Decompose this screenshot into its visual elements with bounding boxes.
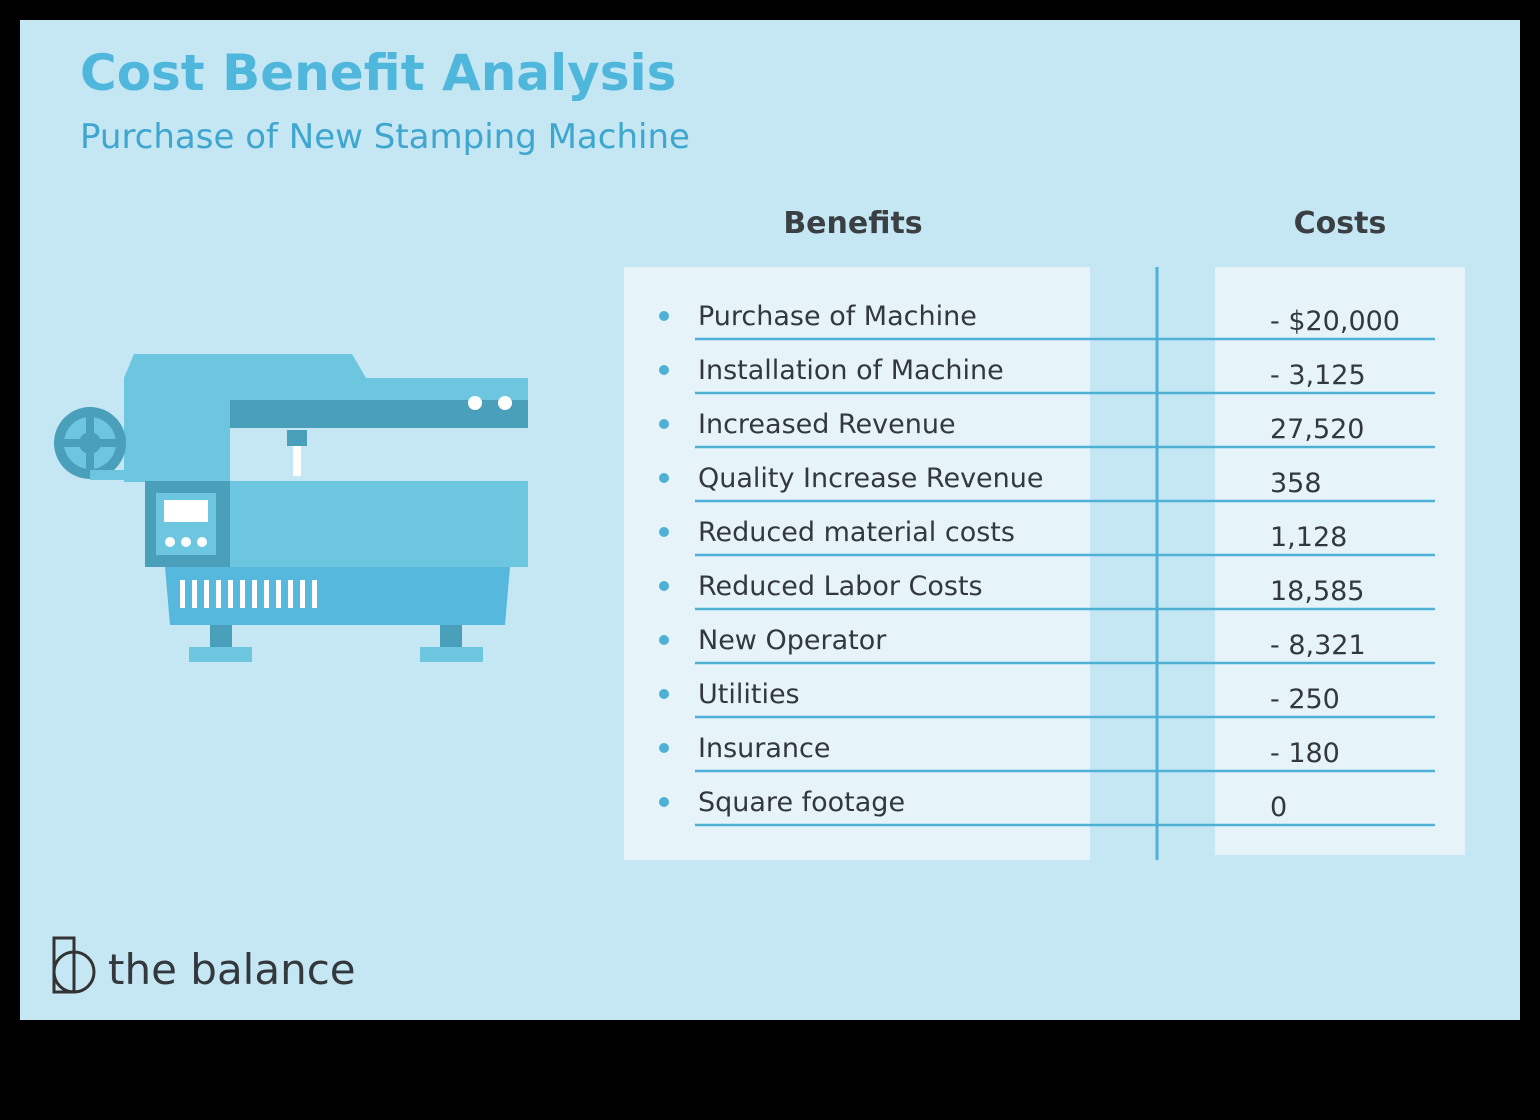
costs-box bbox=[1215, 267, 1465, 855]
cost-value: 1,128 bbox=[1270, 522, 1347, 553]
cost-value: - 180 bbox=[1270, 738, 1340, 769]
benefit-label: Reduced Labor Costs bbox=[698, 571, 983, 602]
bullet bbox=[659, 527, 669, 537]
logo-icon bbox=[52, 936, 96, 994]
column-header: Costs bbox=[1294, 206, 1387, 241]
benefit-label: Purchase of Machine bbox=[698, 301, 977, 332]
table-rows: Purchase of Machine - $20,000 Installation… bbox=[659, 301, 1435, 827]
cost-value: - 3,125 bbox=[1270, 360, 1366, 391]
cost-value: - $20,000 bbox=[1270, 306, 1400, 337]
bullet bbox=[659, 689, 669, 699]
bullet bbox=[659, 419, 669, 429]
bullet bbox=[659, 635, 669, 645]
benefit-label: New Operator bbox=[698, 625, 887, 656]
bullet bbox=[659, 581, 669, 591]
benefit-label: Increased Revenue bbox=[698, 409, 956, 440]
benefit-label: Utilities bbox=[698, 679, 800, 710]
benefit-label: Insurance bbox=[698, 733, 830, 764]
cost-value: 0 bbox=[1270, 792, 1287, 823]
title: Cost Benefit Analysis bbox=[80, 44, 676, 102]
cost-value: - 8,321 bbox=[1270, 630, 1366, 661]
cost-value: 18,585 bbox=[1270, 576, 1364, 607]
bullet bbox=[659, 311, 669, 321]
benefit-label: Installation of Machine bbox=[698, 355, 1004, 386]
benefit-label: Quality Increase Revenue bbox=[698, 463, 1044, 494]
subtitle: Purchase of New Stamping Machine bbox=[80, 117, 690, 157]
benefit-label: Square footage bbox=[698, 787, 905, 818]
benefits-box bbox=[624, 267, 1090, 860]
brand: the balance bbox=[108, 945, 356, 994]
cost-value: - 250 bbox=[1270, 684, 1340, 715]
benefit-label: Reduced material costs bbox=[698, 517, 1015, 548]
cost-value: 358 bbox=[1270, 468, 1322, 499]
machine-illustration bbox=[54, 354, 528, 662]
bullet bbox=[659, 797, 669, 807]
bullet bbox=[659, 743, 669, 753]
cost-value: 27,520 bbox=[1270, 414, 1364, 445]
column-header: Benefits bbox=[783, 206, 922, 241]
bullet bbox=[659, 365, 669, 375]
bullet bbox=[659, 473, 669, 483]
